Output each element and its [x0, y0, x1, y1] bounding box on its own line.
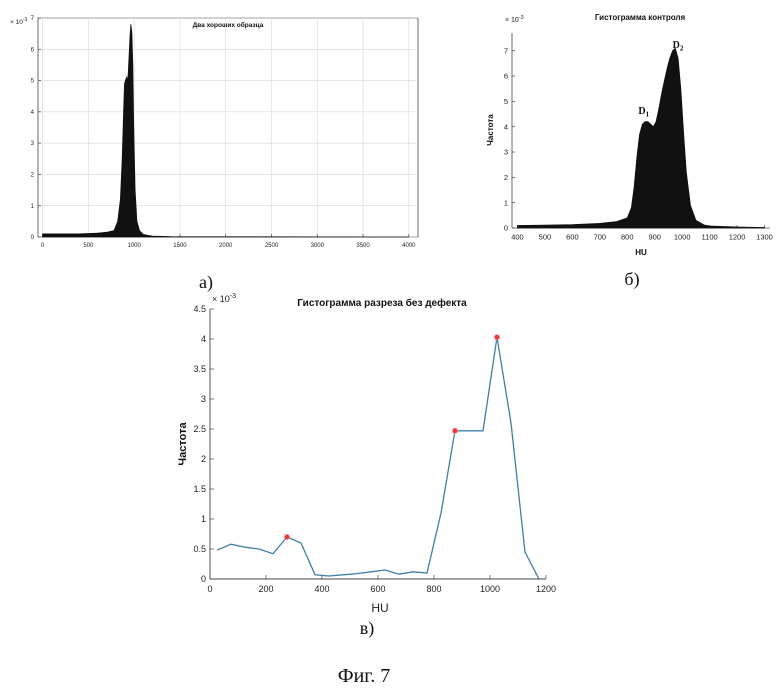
- peak-marker: [494, 335, 499, 340]
- histogram-series: [518, 48, 765, 228]
- x-tick-label: 0: [41, 243, 45, 249]
- y-tick-label: 3: [504, 148, 508, 157]
- y-tick-label: 7: [504, 46, 508, 55]
- y-tick-labels: 0 0.5 1 1.5 2 2.5 3 3.5 4 4.5: [193, 304, 214, 584]
- y-tick-label: 3: [201, 394, 206, 404]
- y-tick-label: 0.5: [193, 544, 206, 554]
- x-tick-label: 800: [621, 233, 634, 242]
- y-tick-label: 3.5: [193, 364, 206, 374]
- y-tick-label: 1: [504, 198, 508, 207]
- x-tick-label: 1200: [536, 584, 556, 594]
- x-axis-label: HU: [371, 601, 388, 615]
- peak-marker: [284, 534, 289, 539]
- x-tick-label: 500: [83, 243, 94, 249]
- x-tick-label: 4000: [402, 243, 416, 249]
- x-tick-label: 0: [207, 584, 212, 594]
- peak-marker: [452, 428, 457, 433]
- x-tick-label: 600: [370, 584, 385, 594]
- x-tick-label: 900: [648, 233, 661, 242]
- x-tick-label: 1000: [674, 233, 691, 242]
- x-tick-label: 600: [566, 233, 579, 242]
- x-tick-label: 3500: [356, 243, 370, 249]
- x-tick-label: 1000: [127, 243, 141, 249]
- x-tick-label: 400: [314, 584, 329, 594]
- peak-annotation: D2: [673, 40, 684, 53]
- y-axis-label: Частота: [177, 422, 189, 466]
- panel-label-a: а): [199, 272, 213, 293]
- y-exponent-label: × 10-3: [505, 15, 524, 24]
- y-tick-label: 1: [201, 514, 206, 524]
- x-tick-label: 2500: [265, 243, 279, 249]
- x-tick-label: 1500: [173, 243, 187, 249]
- y-tick-label: 2: [201, 454, 206, 464]
- y-exponent-label: × 10-3: [212, 293, 236, 304]
- chart-panel-b: Гистограмма контроля × 10-3 Частота HU 0…: [486, 13, 773, 290]
- x-tick-label: 800: [426, 584, 441, 594]
- y-exponent-label: × 10-3: [10, 17, 28, 26]
- x-tick-label: 700: [594, 233, 607, 242]
- x-tick-label: 1100: [702, 233, 718, 242]
- y-tick-label: 4: [504, 122, 508, 131]
- x-axis-label: HU: [635, 248, 647, 257]
- line-series: [217, 337, 539, 579]
- y-tick-label: 7: [31, 16, 35, 22]
- figure-caption: Фиг. 7: [338, 665, 390, 687]
- chart-panel-a: Два хороших образца × 10-3 0 1 2 3 4 5 6 7 0 500…: [10, 16, 418, 293]
- x-tick-label: 1200: [729, 233, 746, 242]
- y-tick-label: 3: [31, 141, 35, 147]
- chart-panel-c: Гистограмма разреза без дефекта × 10-3 Ч…: [177, 293, 556, 639]
- chart-title: Гистограмма контроля: [595, 13, 686, 22]
- y-tick-label: 2: [504, 173, 508, 182]
- y-tick-label: 6: [504, 72, 508, 81]
- x-tick-label: 400: [511, 233, 524, 242]
- y-tick-label: 5: [504, 97, 508, 106]
- x-tick-label: 200: [258, 584, 273, 594]
- plot-frame: [38, 18, 418, 237]
- x-tick-label: 500: [539, 233, 552, 242]
- x-tick-label: 1000: [480, 584, 500, 594]
- y-tick-label: 2.5: [193, 424, 206, 434]
- y-tick-label: 4: [201, 334, 206, 344]
- x-tick-label: 3000: [311, 243, 325, 249]
- series-line: [217, 337, 539, 579]
- y-tick-labels: 0 1 2 3 4 5 6 7: [504, 46, 515, 232]
- y-tick-label: 0: [31, 235, 35, 241]
- panel-label-b: б): [624, 269, 639, 290]
- y-tick-label: 2: [31, 173, 35, 179]
- peak-annotation: D1: [638, 106, 649, 119]
- y-tick-label: 4: [31, 110, 35, 116]
- x-tick-label: 2000: [219, 243, 233, 249]
- y-axis-label: Частота: [486, 114, 495, 146]
- y-tick-label: 4.5: [193, 304, 206, 314]
- y-tick-label: 0: [504, 224, 508, 233]
- chart-title: Два хороших образца: [193, 21, 264, 29]
- x-tick-labels: 0 200 400 600 800 1000 1200: [207, 575, 556, 594]
- x-tick-label: 1300: [756, 233, 773, 242]
- y-tick-label: 6: [31, 47, 35, 53]
- histogram-area: [518, 48, 765, 228]
- y-tick-label: 1.5: [193, 484, 206, 494]
- y-tick-label: 1: [31, 204, 35, 210]
- chart-title: Гистограмма разреза без дефекта: [297, 297, 467, 309]
- y-tick-label: 0: [201, 574, 206, 584]
- peak-markers: [284, 335, 499, 540]
- y-tick-label: 5: [31, 79, 35, 85]
- panel-label-c: в): [360, 618, 375, 639]
